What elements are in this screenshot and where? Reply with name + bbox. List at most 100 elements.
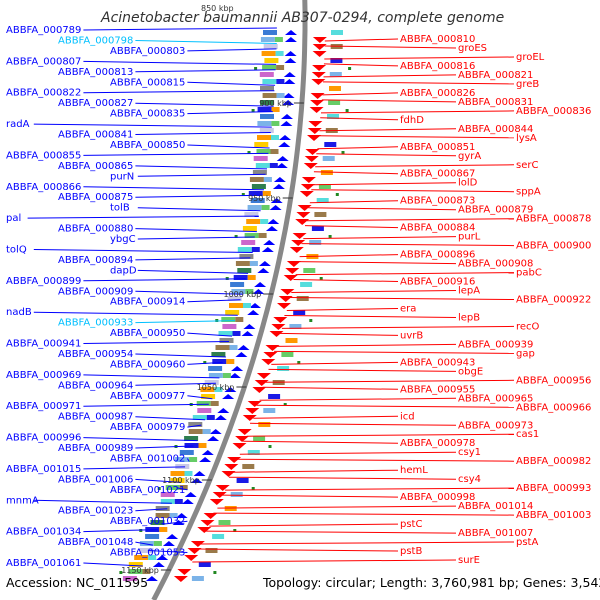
- feature-bin: [260, 114, 274, 119]
- feature-bin: [276, 79, 285, 84]
- right-gene-label: ABBFA_000878: [516, 214, 591, 225]
- right-gene-arrow: [311, 72, 326, 78]
- left-gene-label: ABBFA_001002: [110, 454, 185, 465]
- feature-bin: [260, 86, 274, 91]
- left-gene-arrow: [280, 121, 293, 126]
- left-gene-label: ABBFA_000850: [110, 140, 185, 151]
- tick-marker: [328, 235, 332, 238]
- left-gene-label: radA: [6, 119, 30, 130]
- right-gene-label: ABBFA_000966: [516, 402, 591, 413]
- left-leader-line: [187, 332, 233, 337]
- left-leader-line: [83, 466, 186, 470]
- right-gene-arrow: [278, 296, 293, 302]
- right-leader-line: [323, 63, 399, 67]
- left-gene-arrow: [199, 457, 212, 462]
- right-leader-line: [320, 110, 515, 114]
- right-gene-arrow: [177, 569, 192, 575]
- left-gene-label: ABBFA_000855: [6, 150, 81, 161]
- right-leader-line: [311, 189, 515, 193]
- right-gene-label: ABBFA_001014: [458, 501, 533, 512]
- left-gene-arrow: [281, 114, 293, 119]
- feature-bin: [211, 352, 226, 357]
- right-leader-line: [324, 56, 515, 60]
- tick-marker: [335, 193, 339, 196]
- right-leader-line: [286, 308, 399, 311]
- left-gene-label: pal: [6, 213, 21, 224]
- right-gene-label: groEL: [516, 52, 545, 63]
- right-gene-arrow: [203, 513, 218, 519]
- left-gene-label: purN: [110, 171, 134, 182]
- right-gene-label: groES: [458, 43, 487, 54]
- right-leader-line: [209, 523, 399, 527]
- right-leader-line: [256, 404, 515, 408]
- right-gene-arrow: [312, 65, 327, 71]
- feature-bin: [218, 331, 233, 336]
- feature-bin: [256, 149, 271, 154]
- feature-bin: [229, 303, 243, 308]
- feature-bin: [247, 450, 260, 455]
- left-gene-label: ABBFA_001053: [110, 548, 185, 559]
- right-gene-label: ABBFA_000965: [458, 393, 533, 404]
- left-gene-label: ABBFA_001034: [6, 527, 81, 538]
- left-leader-line: [187, 144, 270, 149]
- right-gene-arrow: [285, 268, 300, 274]
- left-gene-arrow: [249, 303, 261, 308]
- feature-bin: [226, 359, 235, 364]
- feature-bin: [192, 415, 207, 420]
- left-gene-arrow: [279, 135, 291, 140]
- right-gene-arrow: [296, 212, 311, 218]
- right-gene-label: ABBFA_000982: [516, 456, 591, 467]
- left-gene-arrow: [222, 394, 235, 399]
- left-leader-line: [135, 165, 268, 170]
- feature-bin: [329, 72, 342, 77]
- left-leader-line: [135, 228, 257, 233]
- right-leader-line: [249, 422, 457, 426]
- right-leader-line: [320, 117, 399, 121]
- left-leader-line: [83, 374, 220, 379]
- left-gene-label: ABBFA_000875: [58, 192, 133, 203]
- right-gene-label: ABBFA_000826: [400, 88, 475, 99]
- right-leader-line: [319, 128, 457, 132]
- feature-bin: [201, 394, 216, 399]
- feature-bin: [235, 317, 244, 322]
- feature-bin: [232, 331, 241, 336]
- right-gene-label: uvrB: [400, 330, 423, 341]
- accession-text: Accession: NC_011595: [6, 575, 148, 590]
- right-leader-line: [221, 494, 399, 498]
- right-gene-label: serC: [516, 160, 538, 171]
- left-gene-arrow: [145, 576, 158, 581]
- feature-bin: [224, 506, 237, 511]
- feature-bin: [198, 443, 207, 448]
- right-gene-arrow: [303, 163, 318, 169]
- right-gene-label: ABBFA_000867: [400, 169, 475, 180]
- right-gene-label: csy4: [458, 474, 481, 485]
- right-gene-arrow: [280, 289, 295, 295]
- right-gene-arrow: [212, 492, 227, 498]
- feature-bin: [281, 352, 294, 357]
- tick-layer: 900 kbp 950 kbp 1000 kbp 1050 kbp 1100 kbp 11…: [121, 99, 304, 575]
- right-gene-arrow: [209, 499, 224, 505]
- right-gene-label: ABBFA_000943: [400, 357, 475, 368]
- feature-bin: [239, 254, 254, 259]
- feature-bin: [184, 443, 199, 448]
- feature-bin: [200, 387, 215, 392]
- right-gene-arrow: [261, 359, 276, 365]
- left-gene-label: ABBFA_000950: [110, 328, 185, 339]
- left-gene-arrow: [257, 268, 270, 273]
- feature-bin: [145, 534, 160, 539]
- right-gene-label: ABBFA_000844: [458, 124, 533, 135]
- feature-bin: [293, 310, 306, 315]
- feature-bin: [227, 296, 242, 301]
- left-leader-line: [33, 249, 253, 253]
- left-leader-line: [83, 60, 277, 65]
- left-gene-label: ABBFA_000899: [6, 276, 81, 287]
- right-gene-label: icd: [400, 411, 415, 422]
- tick-marker: [241, 193, 245, 196]
- feature-bin: [277, 366, 290, 371]
- right-leader-line: [268, 368, 457, 372]
- left-gene-arrow: [282, 100, 295, 105]
- left-gene-label: ABBFA_000827: [58, 98, 133, 109]
- right-gene-label: lolD: [458, 178, 478, 189]
- right-leader-line: [217, 505, 457, 509]
- tick-marker: [251, 109, 255, 112]
